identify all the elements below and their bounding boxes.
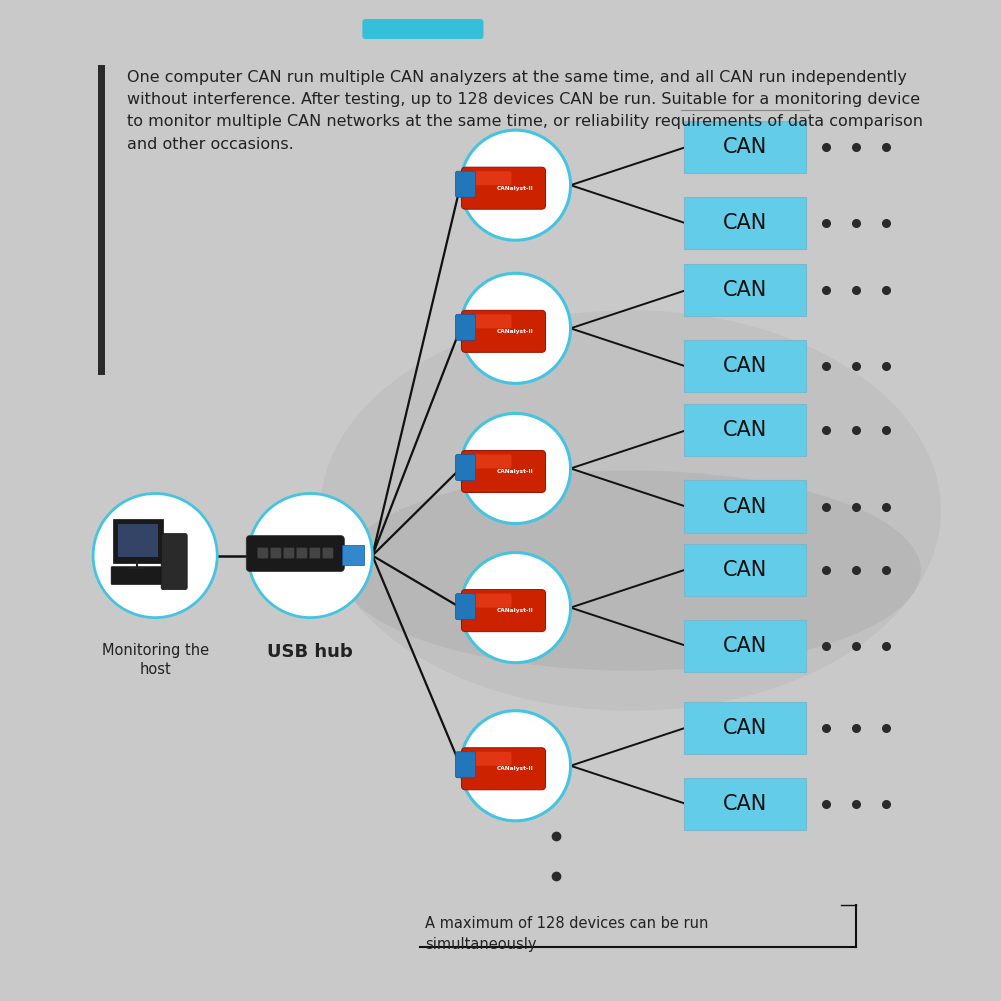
Text: USB hub: USB hub <box>267 643 353 661</box>
Text: CAN: CAN <box>723 636 767 656</box>
FancyBboxPatch shape <box>455 171 475 197</box>
FancyBboxPatch shape <box>111 567 161 585</box>
Text: One computer CAN run multiple CAN analyzers at the same time, and all CAN run in: One computer CAN run multiple CAN analyz… <box>127 70 923 152</box>
FancyBboxPatch shape <box>684 544 806 596</box>
FancyBboxPatch shape <box>684 480 806 533</box>
FancyBboxPatch shape <box>467 454 512 468</box>
FancyBboxPatch shape <box>461 748 546 790</box>
FancyBboxPatch shape <box>684 197 806 249</box>
FancyBboxPatch shape <box>684 404 806 456</box>
Text: CAN: CAN <box>723 420 767 440</box>
Circle shape <box>460 711 571 821</box>
Ellipse shape <box>320 310 941 711</box>
FancyBboxPatch shape <box>118 524 158 557</box>
FancyBboxPatch shape <box>684 620 806 672</box>
FancyBboxPatch shape <box>684 121 806 173</box>
FancyBboxPatch shape <box>461 310 546 352</box>
Text: CAN: CAN <box>723 794 767 814</box>
FancyBboxPatch shape <box>455 454 475 480</box>
FancyBboxPatch shape <box>684 778 806 830</box>
Circle shape <box>460 130 571 240</box>
FancyBboxPatch shape <box>246 536 344 572</box>
FancyBboxPatch shape <box>684 340 806 392</box>
FancyBboxPatch shape <box>455 594 475 620</box>
FancyBboxPatch shape <box>455 752 475 778</box>
Text: CAN: CAN <box>723 137 767 157</box>
Text: CAN: CAN <box>723 718 767 738</box>
FancyBboxPatch shape <box>362 19 483 39</box>
Text: Monitoring the
host: Monitoring the host <box>101 643 209 678</box>
Text: CANalyst-II: CANalyst-II <box>497 186 534 190</box>
FancyBboxPatch shape <box>461 450 546 492</box>
FancyBboxPatch shape <box>113 519 163 563</box>
Text: CAN: CAN <box>723 280 767 300</box>
Text: CANalyst-II: CANalyst-II <box>497 767 534 771</box>
FancyBboxPatch shape <box>296 548 307 559</box>
Circle shape <box>460 273 571 383</box>
FancyBboxPatch shape <box>257 548 268 559</box>
FancyBboxPatch shape <box>342 545 364 565</box>
Ellipse shape <box>340 470 921 671</box>
Text: CAN: CAN <box>723 496 767 517</box>
FancyBboxPatch shape <box>467 171 512 185</box>
FancyBboxPatch shape <box>322 548 333 559</box>
FancyBboxPatch shape <box>461 167 546 209</box>
Circle shape <box>460 553 571 663</box>
FancyBboxPatch shape <box>161 534 187 590</box>
Circle shape <box>93 493 217 618</box>
Circle shape <box>460 413 571 524</box>
Text: CAN: CAN <box>723 560 767 580</box>
FancyBboxPatch shape <box>455 314 475 340</box>
FancyBboxPatch shape <box>461 590 546 632</box>
Text: CAN: CAN <box>723 356 767 376</box>
FancyBboxPatch shape <box>467 594 512 608</box>
Text: CANalyst-II: CANalyst-II <box>497 469 534 473</box>
FancyBboxPatch shape <box>467 314 512 328</box>
Circle shape <box>248 493 372 618</box>
Text: A maximum of 128 devices can be run
simultaneously: A maximum of 128 devices can be run simu… <box>425 916 709 952</box>
Text: CANalyst-II: CANalyst-II <box>497 329 534 333</box>
FancyBboxPatch shape <box>309 548 320 559</box>
FancyBboxPatch shape <box>467 752 512 766</box>
FancyBboxPatch shape <box>684 264 806 316</box>
FancyBboxPatch shape <box>283 548 294 559</box>
Text: CANalyst-II: CANalyst-II <box>497 609 534 613</box>
Text: CAN: CAN <box>723 213 767 233</box>
FancyBboxPatch shape <box>98 65 105 375</box>
FancyBboxPatch shape <box>270 548 281 559</box>
FancyBboxPatch shape <box>684 702 806 754</box>
